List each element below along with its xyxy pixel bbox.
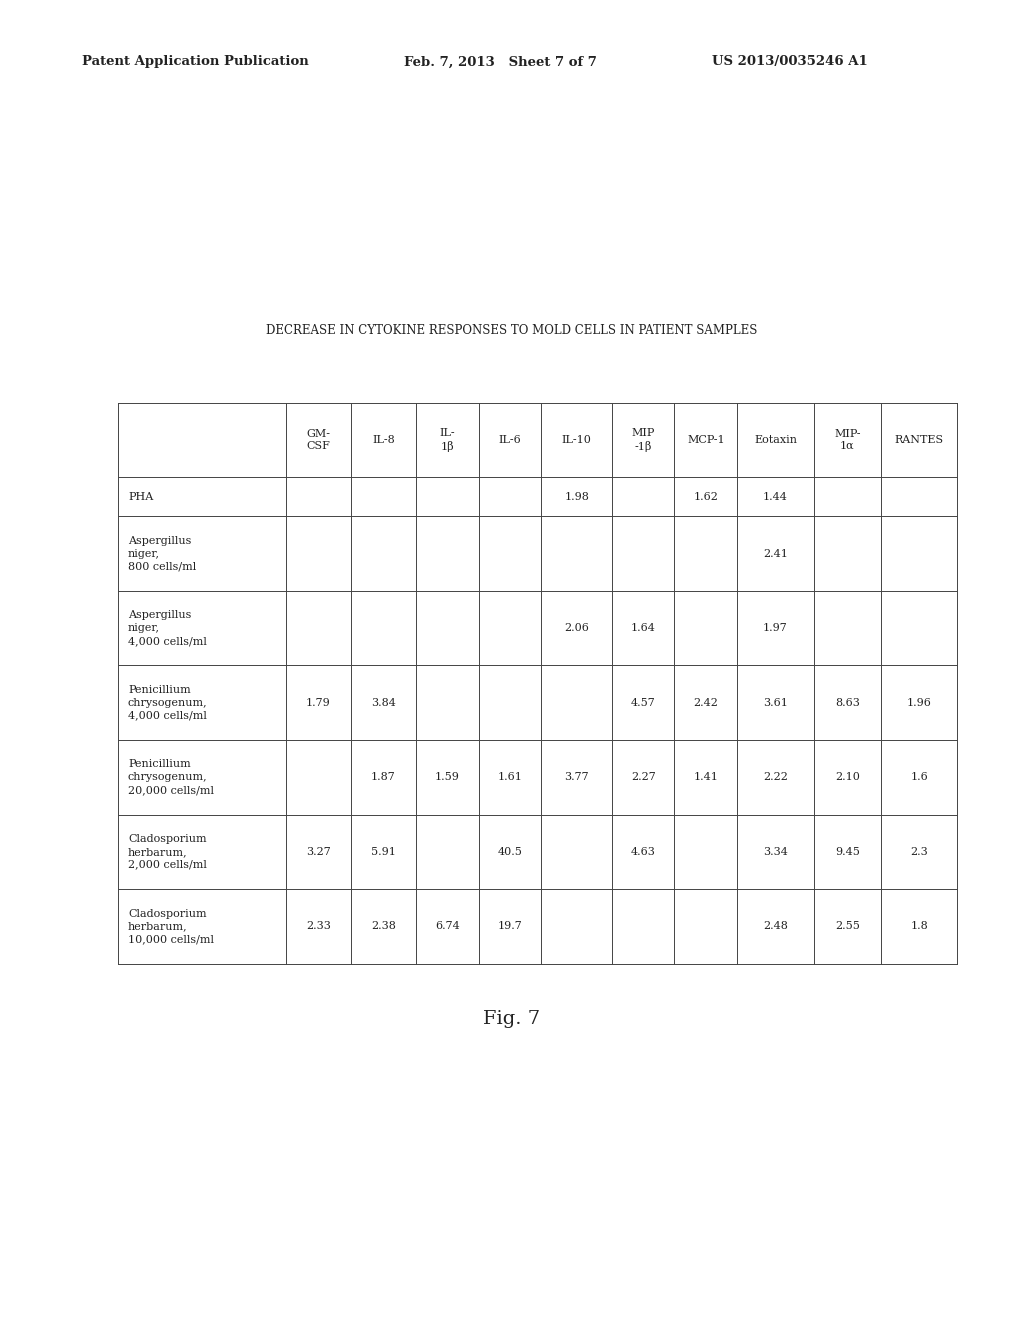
Text: 2.10: 2.10 — [835, 772, 860, 783]
Text: US 2013/0035246 A1: US 2013/0035246 A1 — [712, 55, 867, 69]
Text: 1.61: 1.61 — [498, 772, 522, 783]
Text: Aspergillus
niger,
4,000 cells/ml: Aspergillus niger, 4,000 cells/ml — [128, 610, 207, 645]
Text: 1.8: 1.8 — [910, 921, 928, 932]
Text: 6.74: 6.74 — [435, 921, 460, 932]
Text: Penicillium
chrysogenum,
20,000 cells/ml: Penicillium chrysogenum, 20,000 cells/ml — [128, 759, 214, 795]
Text: MCP-1: MCP-1 — [687, 434, 725, 445]
Text: 1.87: 1.87 — [371, 772, 396, 783]
Text: 2.22: 2.22 — [763, 772, 787, 783]
Text: 8.63: 8.63 — [835, 698, 860, 708]
Text: 3.84: 3.84 — [371, 698, 396, 708]
Text: Penicillium
chrysogenum,
4,000 cells/ml: Penicillium chrysogenum, 4,000 cells/ml — [128, 685, 208, 721]
Text: 2.55: 2.55 — [835, 921, 860, 932]
Text: MIP-
1α: MIP- 1α — [835, 429, 860, 451]
Text: RANTES: RANTES — [895, 434, 944, 445]
Text: Fig. 7: Fig. 7 — [483, 1010, 541, 1028]
Text: IL-
1β: IL- 1β — [439, 428, 456, 451]
Text: MIP
-1β: MIP -1β — [632, 428, 654, 451]
Text: 3.34: 3.34 — [763, 847, 787, 857]
Text: DECREASE IN CYTOKINE RESPONSES TO MOLD CELLS IN PATIENT SAMPLES: DECREASE IN CYTOKINE RESPONSES TO MOLD C… — [266, 323, 758, 337]
Text: Aspergillus
niger,
800 cells/ml: Aspergillus niger, 800 cells/ml — [128, 536, 197, 572]
Text: Feb. 7, 2013   Sheet 7 of 7: Feb. 7, 2013 Sheet 7 of 7 — [404, 55, 597, 69]
Text: 2.48: 2.48 — [763, 921, 787, 932]
Text: 2.33: 2.33 — [306, 921, 331, 932]
Text: Patent Application Publication: Patent Application Publication — [82, 55, 308, 69]
Text: 1.6: 1.6 — [910, 772, 928, 783]
Text: 40.5: 40.5 — [498, 847, 522, 857]
Text: 1.98: 1.98 — [564, 492, 589, 502]
Text: 2.3: 2.3 — [910, 847, 928, 857]
Text: 19.7: 19.7 — [498, 921, 522, 932]
Text: 1.79: 1.79 — [306, 698, 331, 708]
Text: Eotaxin: Eotaxin — [754, 434, 797, 445]
Text: IL-8: IL-8 — [372, 434, 395, 445]
Text: 4.63: 4.63 — [631, 847, 655, 857]
Text: 2.06: 2.06 — [564, 623, 589, 634]
Text: 2.38: 2.38 — [371, 921, 396, 932]
Text: 3.61: 3.61 — [763, 698, 787, 708]
Text: 2.27: 2.27 — [631, 772, 655, 783]
Text: 4.57: 4.57 — [631, 698, 655, 708]
Text: 2.42: 2.42 — [693, 698, 718, 708]
Text: 1.41: 1.41 — [693, 772, 718, 783]
Text: 1.59: 1.59 — [435, 772, 460, 783]
Text: 3.77: 3.77 — [564, 772, 589, 783]
Text: 1.97: 1.97 — [763, 623, 787, 634]
Text: 3.27: 3.27 — [306, 847, 331, 857]
Text: 1.64: 1.64 — [631, 623, 655, 634]
Text: IL-6: IL-6 — [499, 434, 521, 445]
Text: GM-
CSF: GM- CSF — [306, 429, 331, 451]
Text: 9.45: 9.45 — [835, 847, 860, 857]
Text: 1.96: 1.96 — [907, 698, 932, 708]
Text: 1.62: 1.62 — [693, 492, 718, 502]
Text: 5.91: 5.91 — [371, 847, 396, 857]
Text: 1.44: 1.44 — [763, 492, 787, 502]
Text: IL-10: IL-10 — [562, 434, 592, 445]
Text: PHA: PHA — [128, 492, 154, 502]
Text: Cladosporium
herbarum,
2,000 cells/ml: Cladosporium herbarum, 2,000 cells/ml — [128, 834, 207, 870]
Text: Cladosporium
herbarum,
10,000 cells/ml: Cladosporium herbarum, 10,000 cells/ml — [128, 908, 214, 944]
Text: 2.41: 2.41 — [763, 549, 787, 558]
